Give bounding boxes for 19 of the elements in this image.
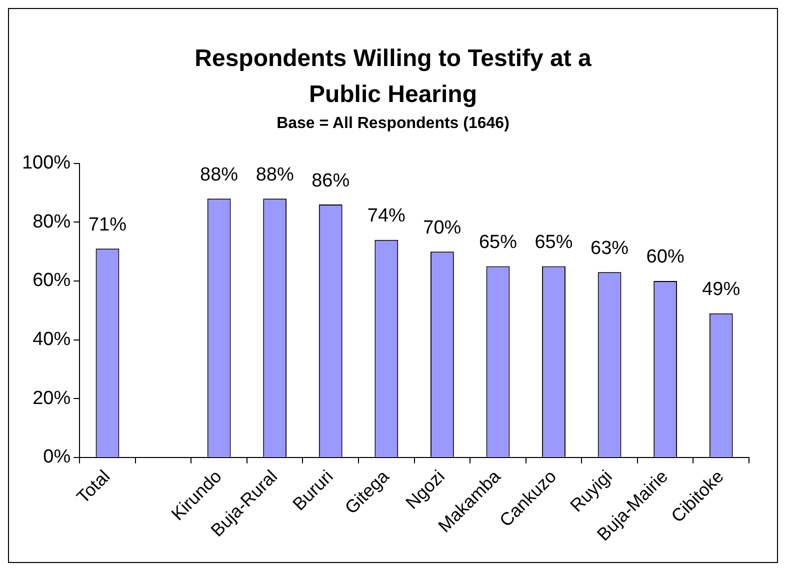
data-label: 88% xyxy=(256,164,294,186)
y-tick-label: 60% xyxy=(32,270,71,292)
data-label: 74% xyxy=(367,206,406,227)
data-label: 65% xyxy=(534,232,573,254)
y-tick-label: 100% xyxy=(22,152,71,174)
data-label: 60% xyxy=(646,246,684,268)
data-label: 71% xyxy=(88,214,127,236)
chart-subtitle: Base = All Respondents (1646) xyxy=(276,115,510,133)
data-label: 88% xyxy=(200,164,238,186)
y-tick-label: 0% xyxy=(43,446,71,468)
chart-title: Respondents Willing to Testify at a Public Hearing xyxy=(194,44,592,110)
data-label: 49% xyxy=(702,279,740,300)
y-tick-label: 20% xyxy=(32,388,71,409)
data-label: 70% xyxy=(423,217,462,238)
data-label: 63% xyxy=(590,238,629,259)
data-label: 86% xyxy=(312,170,350,192)
y-tick-label: 40% xyxy=(32,329,71,350)
data-label: 65% xyxy=(478,232,518,254)
y-tick-label: 80% xyxy=(32,211,71,232)
